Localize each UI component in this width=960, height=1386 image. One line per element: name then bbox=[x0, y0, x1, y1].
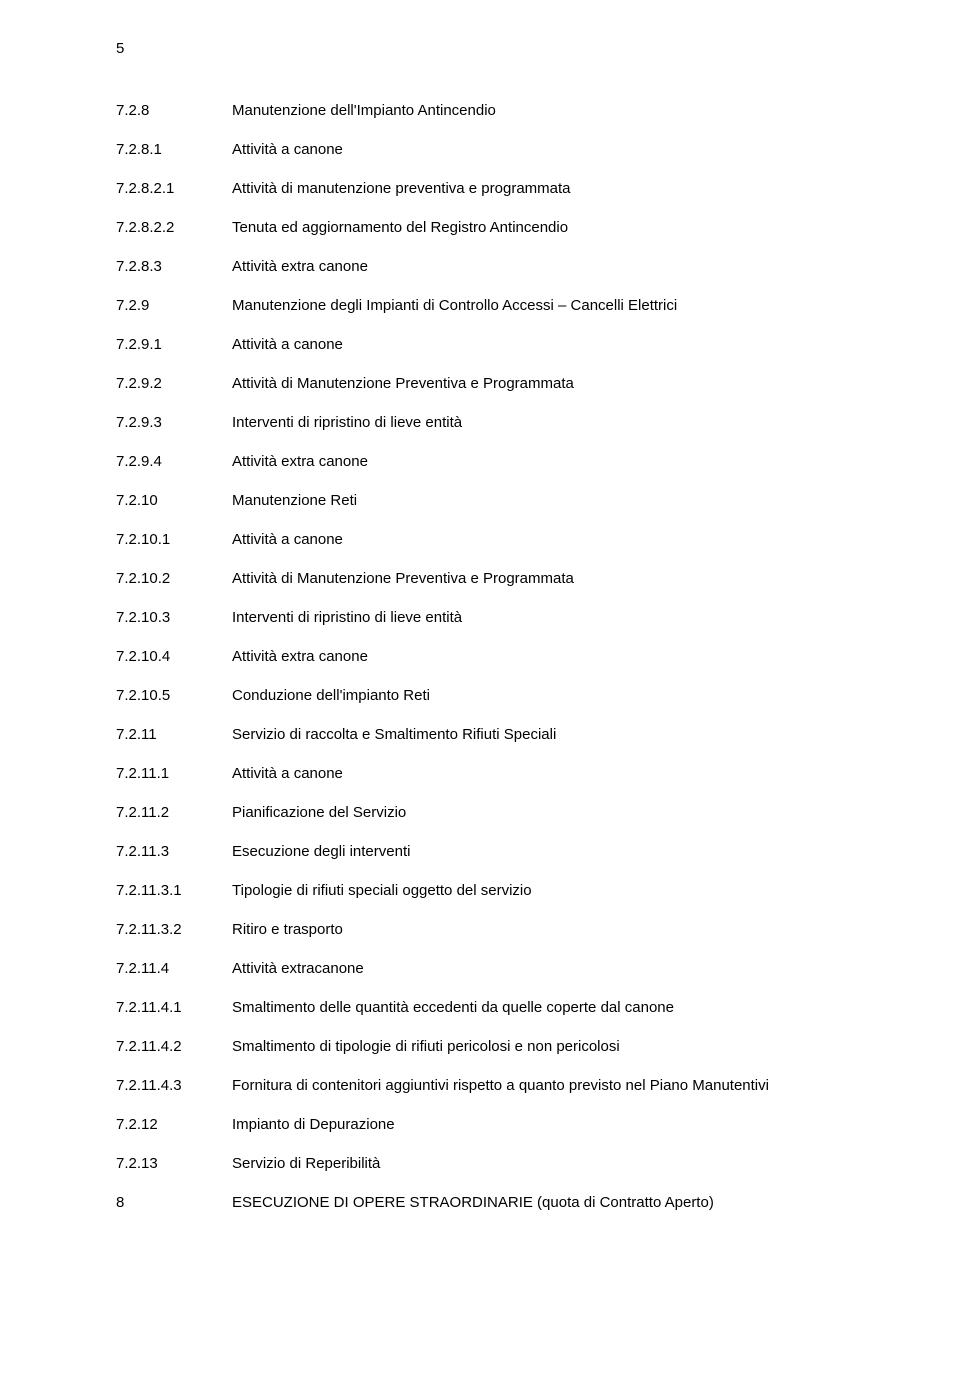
toc-row: 7.2.10.3Interventi di ripristino di liev… bbox=[116, 598, 844, 637]
toc-list: 7.2.8Manutenzione dell'Impianto Antincen… bbox=[116, 91, 844, 1183]
toc-entry-label: Attività extracanone bbox=[232, 949, 844, 988]
toc-row: 7.2.10.1Attività a canone bbox=[116, 520, 844, 559]
toc-entry-number: 7.2.10.5 bbox=[116, 676, 232, 715]
toc-entry-label: Impianto di Depurazione bbox=[232, 1105, 844, 1144]
toc-entry-label: Servizio di Reperibilità bbox=[232, 1144, 844, 1183]
toc-entry-label: Attività di manutenzione preventiva e pr… bbox=[232, 169, 844, 208]
toc-entry-label: Interventi di ripristino di lieve entità bbox=[232, 598, 844, 637]
toc-entry-number: 7.2.9.2 bbox=[116, 364, 232, 403]
toc-entry-number: 7.2.13 bbox=[116, 1144, 232, 1183]
toc-entry-label: Smaltimento di tipologie di rifiuti peri… bbox=[232, 1027, 844, 1066]
toc-entry-number: 7.2.8.1 bbox=[116, 130, 232, 169]
toc-row: 7.2.11.2Pianificazione del Servizio bbox=[116, 793, 844, 832]
document-page: 5 7.2.8Manutenzione dell'Impianto Antinc… bbox=[0, 0, 960, 1282]
toc-entry-label: Attività a canone bbox=[232, 754, 844, 793]
toc-entry-number: 7.2.10.2 bbox=[116, 559, 232, 598]
toc-entry-number: 7.2.8.3 bbox=[116, 247, 232, 286]
toc-row: 7.2.11.3.2Ritiro e trasporto bbox=[116, 910, 844, 949]
toc-entry-label: Conduzione dell'impianto Reti bbox=[232, 676, 844, 715]
toc-row: 7.2.8.2.2Tenuta ed aggiornamento del Reg… bbox=[116, 208, 844, 247]
toc-entry-number: 7.2.9.3 bbox=[116, 403, 232, 442]
toc-entry-label: Tipologie di rifiuti speciali oggetto de… bbox=[232, 871, 844, 910]
toc-entry-number: 7.2.11.2 bbox=[116, 793, 232, 832]
toc-section-row: 8 ESECUZIONE DI OPERE STRAORDINARIE (quo… bbox=[116, 1183, 844, 1222]
toc-entry-label: Tenuta ed aggiornamento del Registro Ant… bbox=[232, 208, 844, 247]
toc-entry-number: 7.2.11.3.1 bbox=[116, 871, 232, 910]
toc-row: 7.2.10.5Conduzione dell'impianto Reti bbox=[116, 676, 844, 715]
toc-entry-number: 7.2.11.4.3 bbox=[116, 1066, 232, 1105]
toc-entry-number: 7.2.11.4.2 bbox=[116, 1027, 232, 1066]
toc-row: 7.2.10Manutenzione Reti bbox=[116, 481, 844, 520]
toc-entry-label: Attività a canone bbox=[232, 325, 844, 364]
toc-row: 7.2.8.1Attività a canone bbox=[116, 130, 844, 169]
toc-entry-number: 7.2.9.4 bbox=[116, 442, 232, 481]
toc-entry-label: Attività a canone bbox=[232, 130, 844, 169]
toc-entry-number: 7.2.10 bbox=[116, 481, 232, 520]
toc-entry-label: Smaltimento delle quantità eccedenti da … bbox=[232, 988, 844, 1027]
toc-entry-label: Esecuzione degli interventi bbox=[232, 832, 844, 871]
toc-row: 7.2.11.1Attività a canone bbox=[116, 754, 844, 793]
toc-row: 7.2.9.2Attività di Manutenzione Preventi… bbox=[116, 364, 844, 403]
toc-entry-number: 7.2.8.2.2 bbox=[116, 208, 232, 247]
toc-entry-number: 7.2.10.4 bbox=[116, 637, 232, 676]
toc-entry-number: 7.2.11.3.2 bbox=[116, 910, 232, 949]
toc-entry-number: 7.2.11 bbox=[116, 715, 232, 754]
toc-entry-label: Attività di Manutenzione Preventiva e Pr… bbox=[232, 364, 844, 403]
toc-row: 7.2.9.4Attività extra canone bbox=[116, 442, 844, 481]
toc-row: 7.2.10.2Attività di Manutenzione Prevent… bbox=[116, 559, 844, 598]
toc-row: 7.2.11.4.3Fornitura di contenitori aggiu… bbox=[116, 1066, 844, 1105]
toc-entry-number: 7.2.12 bbox=[116, 1105, 232, 1144]
toc-entry-label: Manutenzione degli Impianti di Controllo… bbox=[232, 286, 844, 325]
toc-entry-label: Manutenzione Reti bbox=[232, 481, 844, 520]
toc-entry-number: 7.2.8.2.1 bbox=[116, 169, 232, 208]
toc-row: 7.2.11.3.1Tipologie di rifiuti speciali … bbox=[116, 871, 844, 910]
toc-entry-label: Attività extra canone bbox=[232, 247, 844, 286]
section-title: ESECUZIONE DI OPERE STRAORDINARIE (quota… bbox=[232, 1183, 844, 1222]
toc-entry-number: 7.2.9 bbox=[116, 286, 232, 325]
toc-entry-number: 7.2.11.3 bbox=[116, 832, 232, 871]
toc-row: 7.2.8Manutenzione dell'Impianto Antincen… bbox=[116, 91, 844, 130]
toc-entry-label: Ritiro e trasporto bbox=[232, 910, 844, 949]
toc-entry-label: Fornitura di contenitori aggiuntivi risp… bbox=[232, 1066, 844, 1105]
toc-entry-label: Servizio di raccolta e Smaltimento Rifiu… bbox=[232, 715, 844, 754]
toc-entry-number: 7.2.11.4 bbox=[116, 949, 232, 988]
toc-entry-label: Attività extra canone bbox=[232, 637, 844, 676]
toc-row: 7.2.11.4.1Smaltimento delle quantità ecc… bbox=[116, 988, 844, 1027]
toc-entry-label: Attività a canone bbox=[232, 520, 844, 559]
toc-row: 7.2.8.2.1Attività di manutenzione preven… bbox=[116, 169, 844, 208]
toc-entry-label: Pianificazione del Servizio bbox=[232, 793, 844, 832]
toc-row: 7.2.9.1Attività a canone bbox=[116, 325, 844, 364]
toc-row: 7.2.9Manutenzione degli Impianti di Cont… bbox=[116, 286, 844, 325]
toc-row: 7.2.13Servizio di Reperibilità bbox=[116, 1144, 844, 1183]
toc-entry-number: 7.2.11.4.1 bbox=[116, 988, 232, 1027]
toc-entry-label: Attività di Manutenzione Preventiva e Pr… bbox=[232, 559, 844, 598]
toc-entry-number: 7.2.10.3 bbox=[116, 598, 232, 637]
toc-entry-label: Interventi di ripristino di lieve entità bbox=[232, 403, 844, 442]
toc-entry-label: Attività extra canone bbox=[232, 442, 844, 481]
toc-row: 7.2.12Impianto di Depurazione bbox=[116, 1105, 844, 1144]
toc-entry-number: 7.2.9.1 bbox=[116, 325, 232, 364]
toc-row: 7.2.9.3Interventi di ripristino di lieve… bbox=[116, 403, 844, 442]
toc-row: 7.2.8.3Attività extra canone bbox=[116, 247, 844, 286]
toc-entry-number: 7.2.8 bbox=[116, 91, 232, 130]
toc-entry-number: 7.2.11.1 bbox=[116, 754, 232, 793]
toc-row: 7.2.11.3Esecuzione degli interventi bbox=[116, 832, 844, 871]
toc-row: 7.2.10.4Attività extra canone bbox=[116, 637, 844, 676]
toc-entry-label: Manutenzione dell'Impianto Antincendio bbox=[232, 91, 844, 130]
toc-row: 7.2.11.4Attività extracanone bbox=[116, 949, 844, 988]
toc-row: 7.2.11.4.2Smaltimento di tipologie di ri… bbox=[116, 1027, 844, 1066]
page-number: 5 bbox=[116, 40, 844, 57]
toc-entry-number: 7.2.10.1 bbox=[116, 520, 232, 559]
section-number: 8 bbox=[116, 1183, 232, 1222]
toc-row: 7.2.11Servizio di raccolta e Smaltimento… bbox=[116, 715, 844, 754]
